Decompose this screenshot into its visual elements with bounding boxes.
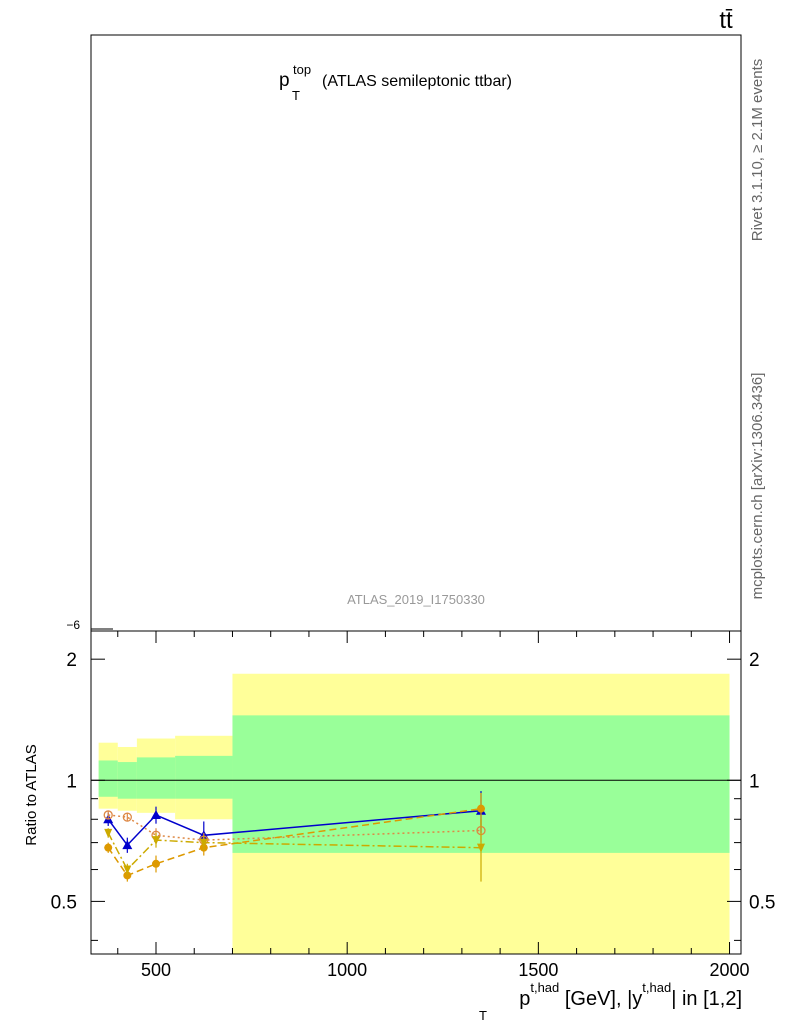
mc-series [103,791,486,882]
x-tick-label: 500 [141,960,171,980]
data-point [123,865,132,875]
x-axis-label-subscript: T [479,1008,487,1023]
x-tick-label: 1000 [327,960,367,980]
y-tick-label: 0.5 [51,892,77,913]
y-tick-label-right: 0.5 [749,892,775,913]
green-band-bin [136,757,176,799]
main-y-tick-label: −6 [66,618,80,632]
y-tick-label-right: 2 [749,650,760,671]
main-panel: p top T (ATLAS semileptonic ttbar) ATLAS… [66,34,742,632]
y-tick-label: 1 [66,771,77,792]
main-title-superscript: top [293,62,311,77]
green-band-bin [98,760,118,797]
y-axis-label: Ratio to ATLAS [23,744,40,845]
data-point [152,836,160,846]
data-point [122,812,132,822]
data-point [104,843,113,852]
x-tick-label: 2000 [710,960,750,980]
data-point [151,809,161,819]
main-title-subscript: T [292,88,300,103]
rivet-version-label: Rivet 3.1.10, ≥ 2.1M events [749,59,766,242]
y-tick-label: 2 [66,650,77,671]
analysis-id-label: ATLAS_2019_I1750330 [347,592,485,607]
x-tick-label: 1500 [518,960,558,980]
ratio-panel-frame [90,630,742,955]
series-line [107,807,482,877]
data-point [477,804,485,813]
ratio-panel: 500 1000 1500 2000 0.5 0.5 1 1 2 2 Ratio to ATLAS… [23,630,775,1023]
axis-ticks: 500 1000 1500 2000 0.5 0.5 1 1 2 2 [51,631,775,980]
main-panel-frame [90,34,742,632]
x-axis-label: pt,had [GeV], |yt,had| in [1,2] [519,980,742,1010]
mcplots-source-label: mcplots.cern.ch [arXiv:1306.3436] [749,373,766,600]
data-point [103,810,113,820]
data-point [152,859,160,868]
data-point [477,843,485,853]
main-title: p [279,70,290,91]
main-title-description: (ATLAS semileptonic ttbar) [322,73,512,90]
green-band-bin [175,755,233,799]
data-point [122,840,133,850]
process-label: tt̄ [719,7,733,34]
y-tick-label-right: 1 [749,771,760,792]
data-point [104,828,113,838]
data-point [199,838,208,848]
